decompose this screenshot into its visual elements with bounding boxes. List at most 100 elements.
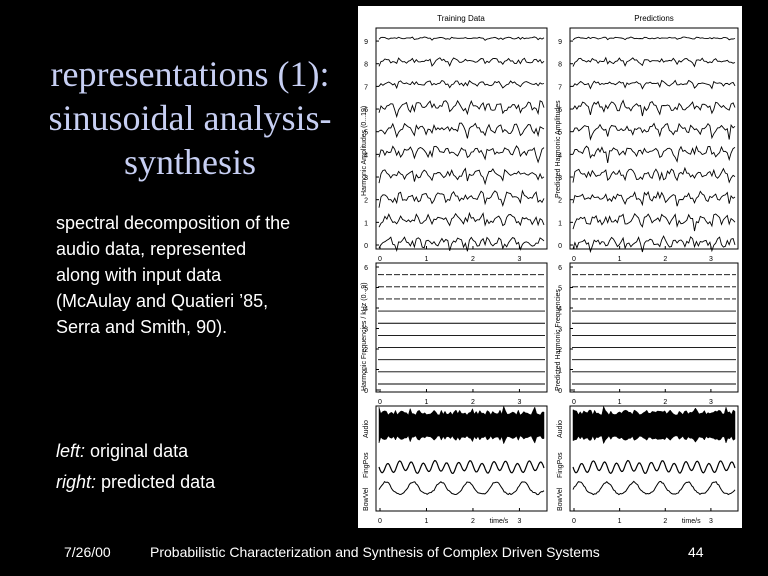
harmonic-amplitude-trace — [572, 79, 736, 90]
x-tick-label: 2 — [663, 399, 667, 406]
body-line-4: (McAulay and Quatieri ’85, — [56, 291, 269, 311]
x-tick-label: 0 — [572, 256, 576, 263]
freq-panel-frame — [375, 262, 548, 393]
left-right-legend: left: original data right: predicted dat… — [56, 436, 215, 498]
figure-plot: Training Data Predictions 0 1 2 3 4 5 6 7 8 9 0 1 2 3… — [361, 14, 739, 525]
footer-date: 7/26/00 — [64, 544, 111, 560]
body-line-2: audio data, represented — [56, 239, 247, 259]
ylabel-harmonic-amplitudes: Harmonic Amplitudes (0...19) — [361, 106, 368, 196]
harmonic-amplitude-trace — [378, 57, 545, 67]
ylabel-predicted-harmonic-frequencies: Predicted Harmonic Frequencies — [555, 289, 562, 391]
harmonic-amplitude-trace — [572, 36, 736, 41]
y-tick-label: 4 — [364, 306, 368, 313]
col-title-training: Training Data — [437, 14, 485, 23]
freq-panel-frame — [569, 262, 739, 393]
harmonic-amplitude-trace — [378, 236, 545, 253]
harmonic-amplitude-trace — [572, 122, 736, 141]
y-tick-label: 5 — [364, 286, 368, 293]
x-tick-label: 2 — [663, 256, 667, 263]
body-line-1: spectral decomposition of the — [56, 213, 291, 233]
y-tick-label: 3 — [364, 175, 368, 182]
y-tick-label: 7 — [558, 84, 562, 91]
x-tick-label: 3 — [517, 256, 521, 263]
y-tick-label: 1 — [558, 368, 562, 375]
ylabel-audio: Audio — [363, 420, 370, 438]
y-tick-label: 9 — [558, 39, 562, 46]
y-tick-label: 2 — [558, 198, 562, 205]
body-text: spectral decomposition of the audio data… — [56, 210, 356, 340]
x-tick-label: 3 — [709, 399, 713, 406]
y-tick-label: 0 — [558, 388, 562, 395]
x-tick-label: 0 — [572, 399, 576, 406]
harmonic-amplitude-trace — [572, 56, 736, 68]
y-tick-label: 3 — [364, 327, 368, 334]
x-tick-label: 3 — [517, 399, 521, 406]
x-tick-label: 0 — [378, 518, 382, 525]
body-line-5: Serra and Smith, 90). — [56, 317, 228, 337]
harmonic-amplitude-trace — [378, 36, 545, 41]
y-tick-label: 0 — [364, 243, 368, 250]
harmonic-amplitude-trace — [378, 145, 545, 164]
y-tick-label: 7 — [364, 84, 368, 91]
y-tick-label: 8 — [364, 62, 368, 69]
y-tick-label: 4 — [558, 152, 562, 159]
x-tick-label: 3 — [709, 256, 713, 263]
y-tick-label: 2 — [364, 198, 368, 205]
y-tick-label: 1 — [558, 220, 562, 227]
ylabel-bowvel: BowVel — [557, 487, 564, 511]
x-tick-label: 1 — [618, 256, 622, 263]
audio-panel-frame — [375, 405, 548, 512]
amp-panel-frame — [569, 27, 739, 250]
left-label: left: — [56, 441, 86, 461]
y-tick-label: 5 — [558, 130, 562, 137]
harmonic-amplitude-trace — [378, 79, 545, 90]
x-tick-label: 0 — [378, 256, 382, 263]
x-tick-label: 3 — [517, 518, 521, 525]
y-tick-label: 4 — [364, 152, 368, 159]
ylabel-fingpos: FingPos — [363, 452, 370, 478]
harmonic-amplitude-trace — [378, 167, 545, 186]
right-line: right: predicted data — [56, 467, 215, 498]
figure: Training Data Predictions 0 1 2 3 4 5 6 7 8 9 0 1 2 3… — [358, 6, 742, 528]
y-tick-label: 6 — [364, 265, 368, 272]
title-line-1: representations (1): — [50, 54, 330, 94]
harmonic-amplitude-trace — [572, 166, 736, 184]
x-tick-label: 2 — [471, 256, 475, 263]
footer-page-number: 44 — [688, 544, 704, 560]
y-tick-label: 3 — [558, 175, 562, 182]
finger-position-trace — [378, 459, 545, 475]
harmonic-amplitude-trace — [378, 122, 545, 139]
x-axis-label-time: time/s — [682, 518, 701, 525]
y-tick-label: 0 — [364, 388, 368, 395]
left-line: left: original data — [56, 436, 215, 467]
y-tick-label: 1 — [364, 368, 368, 375]
x-axis-label-time: time/s — [490, 518, 509, 525]
y-tick-label: 0 — [558, 243, 562, 250]
y-tick-label: 5 — [558, 286, 562, 293]
col-title-predictions: Predictions — [634, 14, 674, 23]
body-line-3: along with input data — [56, 265, 222, 285]
x-tick-label: 3 — [709, 518, 713, 525]
y-tick-label: 6 — [364, 107, 368, 114]
harmonic-amplitude-trace — [572, 235, 736, 254]
finger-position-trace — [572, 459, 736, 475]
bow-velocity-trace — [378, 481, 545, 496]
ylabel-fingpos: FingPos — [557, 452, 564, 478]
harmonic-amplitude-trace — [572, 145, 736, 163]
x-tick-label: 0 — [572, 518, 576, 525]
y-tick-label: 2 — [558, 347, 562, 354]
right-text: predicted data — [96, 472, 216, 492]
audio-waveform — [572, 405, 736, 445]
y-tick-label: 5 — [364, 130, 368, 137]
audio-panel-frame — [569, 405, 739, 512]
y-tick-label: 3 — [558, 327, 562, 334]
ylabel-bowvel: BowVel — [363, 487, 370, 511]
ylabel-audio: Audio — [557, 420, 564, 438]
harmonic-amplitude-trace — [378, 211, 545, 228]
y-tick-label: 6 — [558, 107, 562, 114]
y-tick-label: 4 — [558, 306, 562, 313]
right-label: right: — [56, 472, 97, 492]
title-line-2: sinusoidal analysis- — [48, 98, 332, 138]
slide-title: representations (1): sinusoidal analysis… — [20, 52, 360, 184]
